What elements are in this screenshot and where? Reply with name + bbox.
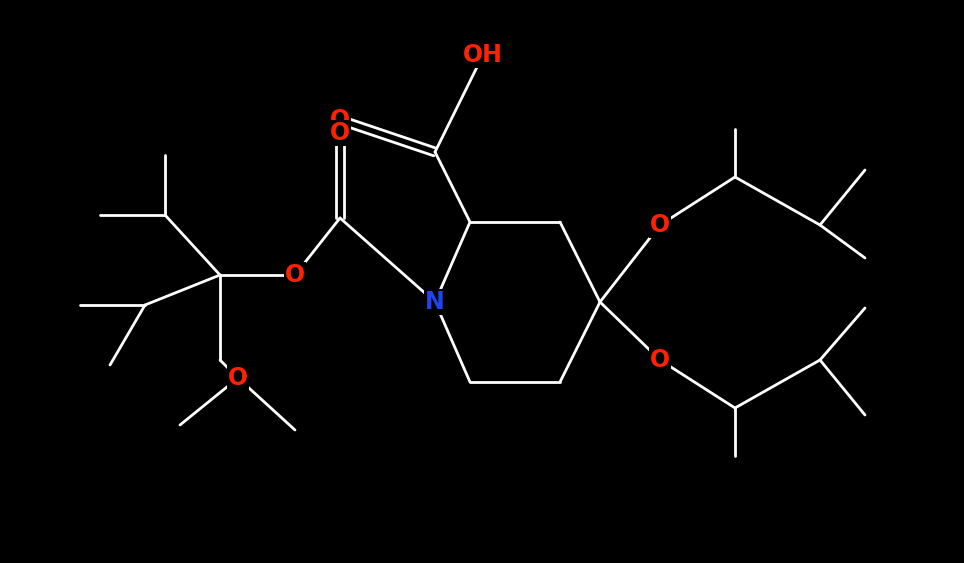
Text: O: O <box>330 121 350 145</box>
Text: N: N <box>425 290 444 314</box>
Text: OH: OH <box>463 43 503 67</box>
Text: O: O <box>330 108 350 132</box>
Text: O: O <box>228 366 248 390</box>
Text: O: O <box>650 348 670 372</box>
Text: O: O <box>285 263 305 287</box>
Text: O: O <box>650 213 670 237</box>
